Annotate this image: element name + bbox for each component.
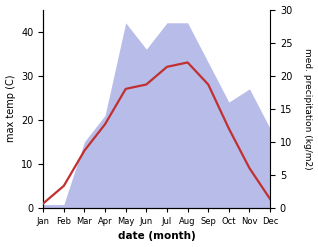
Y-axis label: med. precipitation (kg/m2): med. precipitation (kg/m2)	[303, 48, 313, 169]
Y-axis label: max temp (C): max temp (C)	[5, 75, 16, 143]
X-axis label: date (month): date (month)	[118, 231, 196, 242]
